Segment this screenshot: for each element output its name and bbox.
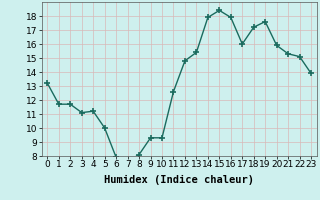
X-axis label: Humidex (Indice chaleur): Humidex (Indice chaleur) — [104, 175, 254, 185]
